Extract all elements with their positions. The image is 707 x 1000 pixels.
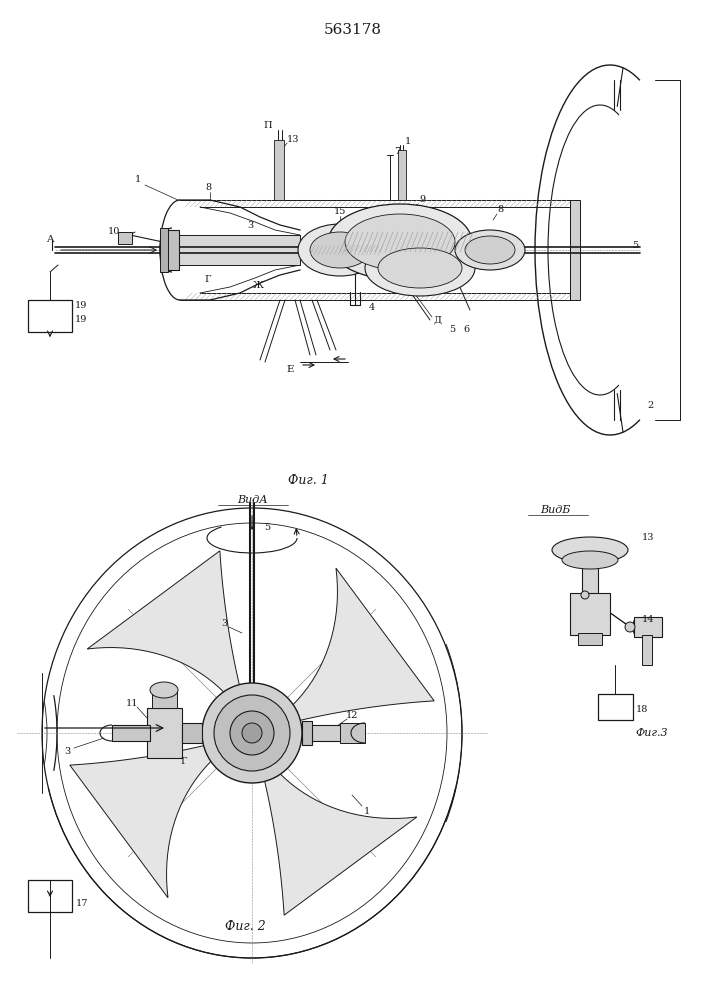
Text: 18: 18 [636,704,648,714]
Text: ВидБ: ВидБ [540,505,570,515]
Text: 8: 8 [205,182,211,192]
Ellipse shape [202,683,302,783]
Polygon shape [87,551,241,698]
Text: Фиг. 1: Фиг. 1 [288,474,328,487]
Text: Фиг. 2: Фиг. 2 [225,920,265,934]
Text: 3: 3 [247,221,253,230]
Text: 5: 5 [449,326,455,334]
Text: 2: 2 [647,400,653,410]
Text: 19: 19 [75,300,88,310]
Bar [28,880,72,912]
Bar [570,200,580,300]
Text: Г: Г [181,756,187,766]
Text: 563178: 563178 [324,23,382,37]
Ellipse shape [310,232,370,268]
Ellipse shape [328,204,472,280]
Text: 7: 7 [394,147,400,156]
Bar [598,694,633,720]
Text: 14: 14 [642,615,655,624]
Text: 9: 9 [419,196,425,205]
Ellipse shape [562,551,618,569]
Text: 4: 4 [369,302,375,312]
Bar [274,140,284,200]
Text: 12: 12 [346,710,358,720]
Text: 3: 3 [221,618,227,628]
Text: Фиг.3: Фиг.3 [635,728,667,738]
Bar [634,617,662,637]
Bar [642,635,652,665]
Bar [175,235,300,265]
Bar [118,232,132,244]
Bar [28,300,72,332]
Ellipse shape [298,224,382,276]
Bar [578,633,602,645]
Ellipse shape [230,711,274,755]
Bar [570,593,610,635]
Text: 13: 13 [287,135,299,144]
Bar [152,690,177,708]
Bar [582,559,598,595]
Ellipse shape [465,236,515,264]
Bar [182,723,202,743]
Text: 11: 11 [126,698,139,708]
Ellipse shape [214,695,290,771]
Bar [160,228,168,272]
Bar [112,725,150,741]
Ellipse shape [242,723,262,743]
Ellipse shape [365,240,475,296]
Text: ВидА: ВидА [237,495,267,505]
Ellipse shape [455,230,525,270]
Text: 3: 3 [64,746,70,756]
Text: 1: 1 [135,176,141,184]
Ellipse shape [552,537,628,563]
Polygon shape [287,568,434,722]
Polygon shape [70,744,217,898]
Text: A: A [46,235,54,244]
Text: Д: Д [433,316,441,324]
Text: 17: 17 [76,898,88,908]
Text: 6: 6 [463,326,469,334]
Text: 8: 8 [497,206,503,215]
Bar [398,150,406,200]
Text: П: П [264,120,272,129]
Text: E: E [286,365,293,374]
Ellipse shape [378,248,462,288]
Ellipse shape [625,622,635,632]
Text: 19: 19 [75,316,88,324]
Ellipse shape [150,682,178,698]
Text: 15: 15 [334,208,346,217]
Bar [340,723,365,743]
Ellipse shape [345,214,455,270]
Bar [307,725,345,741]
Polygon shape [263,768,417,915]
Text: 5: 5 [264,524,270,532]
Text: 5: 5 [632,241,638,250]
Text: 1: 1 [364,806,370,816]
Bar [165,230,179,270]
Text: Г: Г [205,275,211,284]
Text: Ж: Ж [252,280,264,290]
Bar [302,721,312,745]
Bar [147,708,182,758]
Ellipse shape [581,591,589,599]
Text: 10: 10 [107,228,120,236]
Text: 1: 1 [405,137,411,146]
Text: 13: 13 [642,532,655,542]
